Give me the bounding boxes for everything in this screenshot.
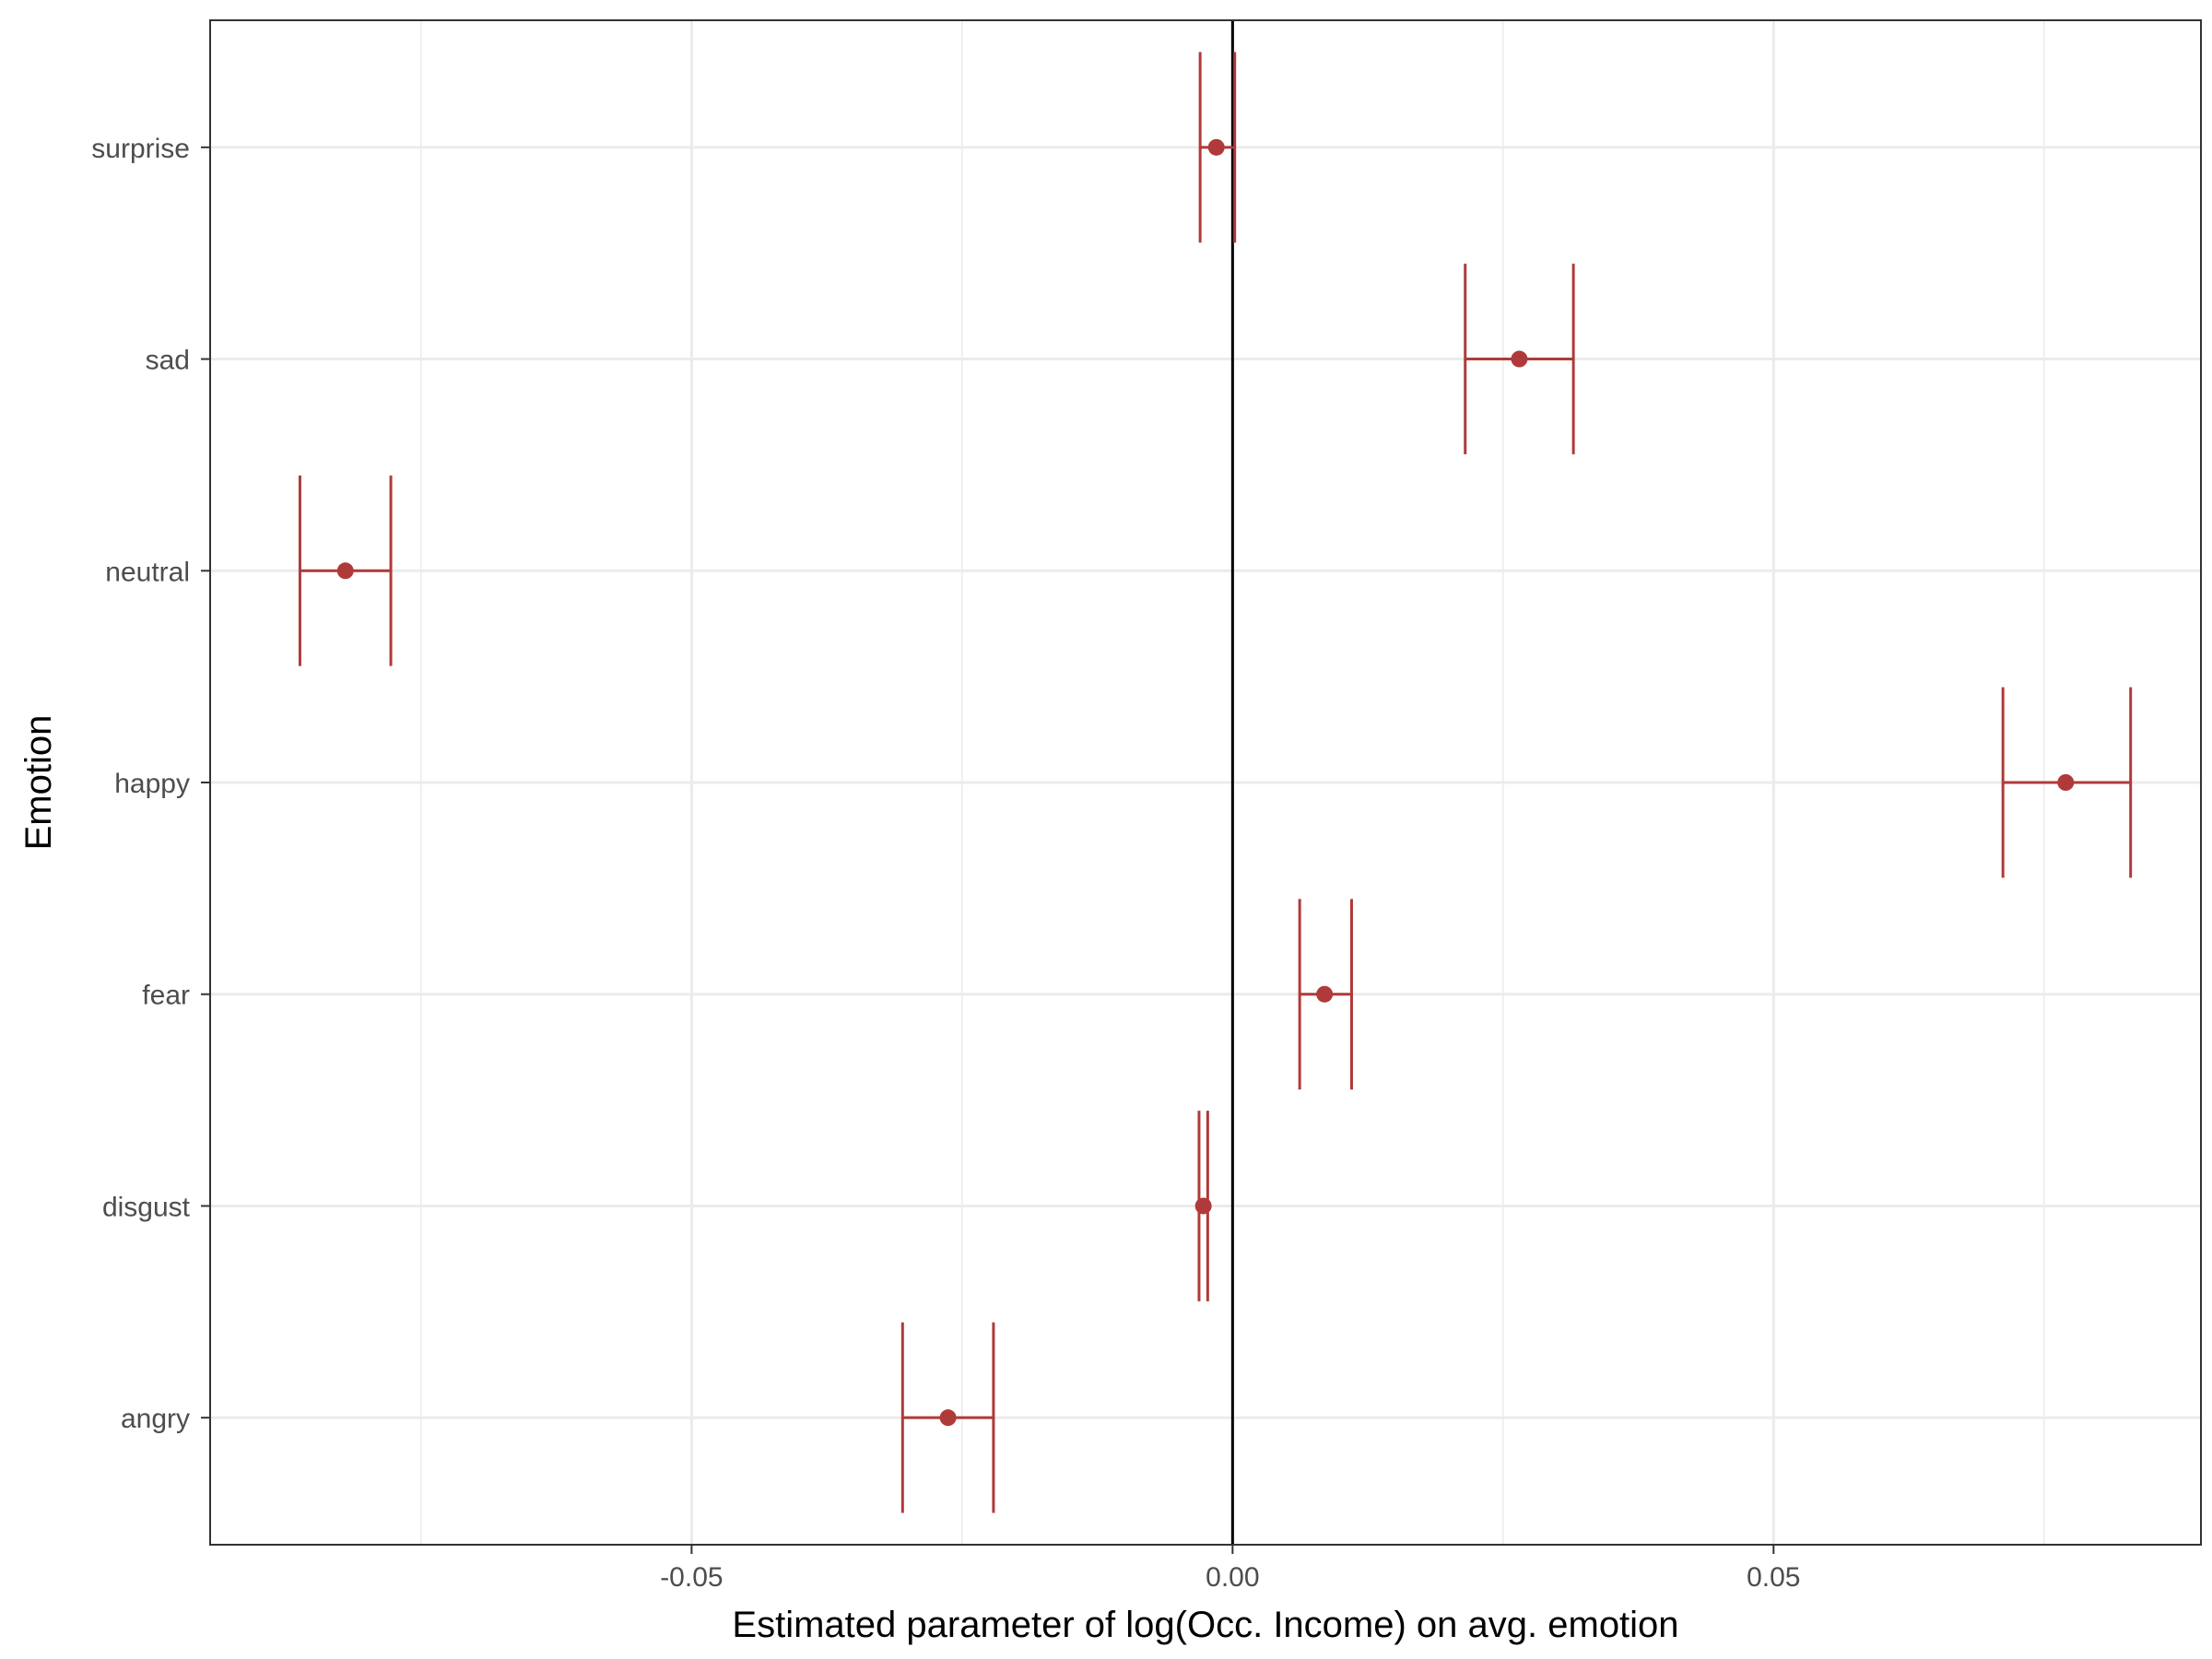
y-tick-label-sad: sad	[146, 346, 190, 376]
y-tick-label-surprise: surprise	[91, 134, 190, 164]
x-tick-label: 0.05	[1747, 1562, 1800, 1593]
point-fear	[1316, 985, 1334, 1003]
tick-labels: -0.05 0.00 0.05 surprise sad neutral happy fear…	[91, 134, 1800, 1593]
series-layer	[298, 52, 2133, 1513]
axis-ticks	[201, 146, 1775, 1554]
x-axis-title: Estimated parameter of log(Occ. Income) …	[732, 1605, 1678, 1645]
y-tick-label-angry: angry	[121, 1404, 190, 1434]
point-disgust	[1194, 1197, 1212, 1215]
y-tick-label-happy: happy	[114, 769, 190, 799]
x-tick-label: -0.05	[660, 1562, 723, 1593]
x-tick-label: 0.00	[1206, 1562, 1259, 1593]
y-tick-label-fear: fear	[142, 981, 190, 1011]
point-surprise	[1207, 138, 1225, 156]
y-tick-label-disgust: disgust	[102, 1192, 191, 1222]
point-happy	[2057, 774, 2075, 791]
point-sad	[1511, 350, 1528, 368]
y-axis-title: Emotion	[18, 715, 59, 851]
point-angry	[939, 1409, 957, 1427]
point-neutral	[336, 562, 354, 580]
y-tick-label-neutral: neutral	[105, 557, 190, 587]
